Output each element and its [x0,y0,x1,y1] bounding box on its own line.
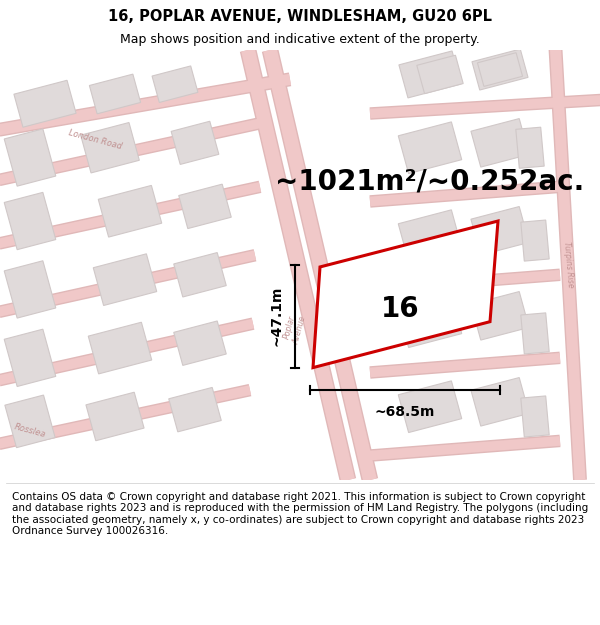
Polygon shape [521,220,549,261]
Text: ~68.5m: ~68.5m [375,404,435,419]
Text: Turpins Rise: Turpins Rise [562,242,574,288]
Text: 16, POPLAR AVENUE, WINDLESHAM, GU20 6PL: 16, POPLAR AVENUE, WINDLESHAM, GU20 6PL [108,9,492,24]
Polygon shape [521,313,549,354]
Polygon shape [4,329,56,386]
Text: 16: 16 [380,295,419,323]
Polygon shape [98,186,162,237]
Polygon shape [471,378,529,426]
Polygon shape [179,184,231,229]
Text: Contains OS data © Crown copyright and database right 2021. This information is : Contains OS data © Crown copyright and d… [12,492,588,536]
Text: London Road: London Road [67,129,122,151]
Polygon shape [417,55,463,94]
Polygon shape [4,192,56,249]
Polygon shape [4,261,56,318]
Polygon shape [398,210,462,261]
Polygon shape [93,254,157,306]
Polygon shape [398,296,462,348]
Polygon shape [174,253,226,297]
Polygon shape [516,127,544,168]
Polygon shape [80,122,139,173]
Polygon shape [88,322,152,374]
Polygon shape [471,119,529,167]
Polygon shape [471,291,529,340]
Polygon shape [86,392,144,441]
Text: ~47.1m: ~47.1m [270,286,284,346]
Polygon shape [398,381,462,432]
Polygon shape [399,51,461,98]
Polygon shape [313,221,498,368]
Polygon shape [398,122,462,174]
Polygon shape [169,388,221,432]
Polygon shape [521,396,549,437]
Polygon shape [471,206,529,255]
Text: ~1021m²/~0.252ac.: ~1021m²/~0.252ac. [275,168,584,196]
Polygon shape [152,66,198,102]
Text: Poplar
Avenue: Poplar Avenue [282,312,308,345]
Polygon shape [14,80,76,128]
Polygon shape [472,49,528,90]
Text: Rosslea: Rosslea [13,422,47,439]
Polygon shape [171,121,219,164]
Polygon shape [174,321,226,366]
Polygon shape [478,52,523,86]
Polygon shape [89,74,140,114]
Polygon shape [4,129,56,186]
Polygon shape [5,395,55,448]
Text: Map shows position and indicative extent of the property.: Map shows position and indicative extent… [120,32,480,46]
